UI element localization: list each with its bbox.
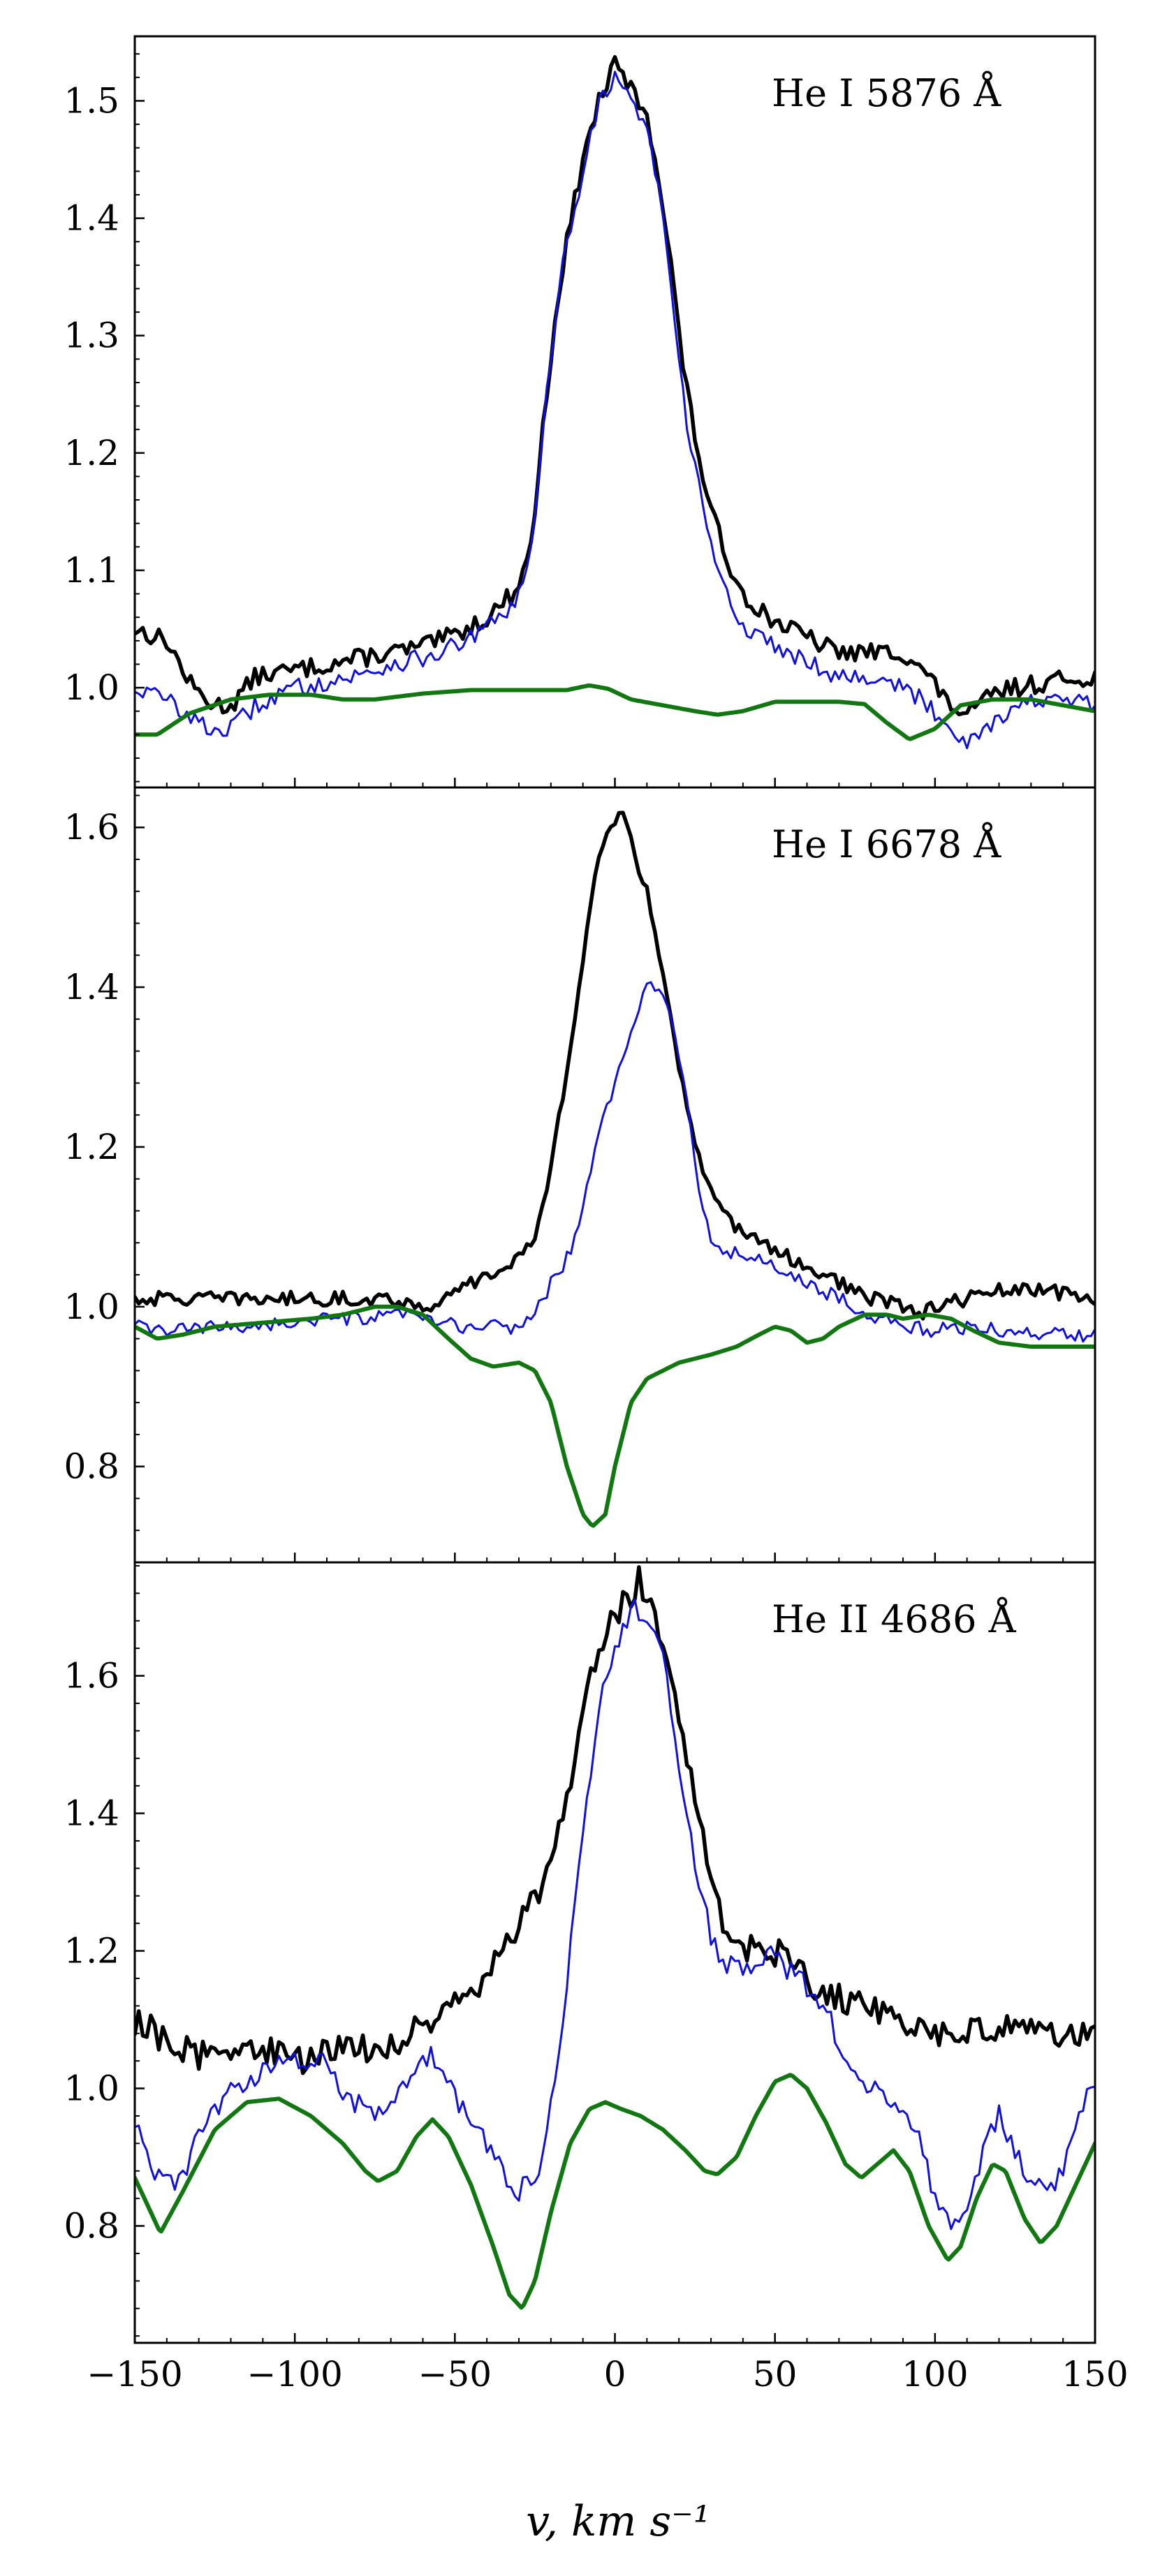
x-tick-label: 100 [902,2354,968,2394]
y-tick-label: 1.3 [64,316,119,356]
panel-he-i-5876: 1.0 1.1 1.2 1.3 1.4 1.5 He I 5876 Å [64,35,1096,789]
y-tick-label: 1.2 [64,1127,119,1167]
panel-label-4686: He II 4686 Å [772,1596,1017,1641]
y-tick-label: 0.8 [64,1446,119,1487]
panel-label-6678: He I 6678 Å [772,821,1001,866]
y-tick-label: 1.2 [64,1931,119,1971]
series-black-line [135,54,1095,717]
panel-frame [133,35,1096,789]
series-green-line [135,683,1095,741]
y-tick-label: 1.2 [64,433,119,473]
y-tick-label: 1.0 [64,667,119,708]
y-tick-label: 1.6 [64,1656,119,1696]
y-tick-label: 1.0 [64,2068,119,2109]
y-tick-label: 1.4 [64,198,119,239]
y-tick-label: 1.4 [64,967,119,1007]
y-tick-label: 1.5 [64,80,119,121]
y-tick-label: 1.1 [64,550,119,591]
x-tick-label: 50 [753,2354,798,2394]
series-blue-line [135,981,1095,1343]
panel-label-5876: He I 5876 Å [772,70,1001,115]
x-tick-label: −150 [87,2354,182,2394]
x-tick-label: 0 [604,2354,626,2394]
x-axis-label: v, km s⁻¹ [526,2497,710,2546]
y-tick-label: 1.4 [64,1793,119,1834]
panel-frame [133,786,1096,1564]
x-tick-label: −50 [418,2354,492,2394]
y-tick-label: 1.0 [64,1287,119,1327]
series-black-line [135,1565,1095,2075]
series-green-line [135,2073,1095,2310]
series-blue-line [135,1598,1095,2230]
series-blue-line [135,71,1095,750]
x-tick-label: −100 [247,2354,342,2394]
series-black-line [135,810,1095,1321]
y-tick-label: 1.6 [64,807,119,847]
panel-frame [133,1561,1096,2344]
y-tick-label: 0.8 [64,2206,119,2246]
series-green-line [135,1304,1095,1528]
panel-he-i-6678: 0.8 1.0 1.2 1.4 1.6 He I 6678 Å [64,786,1096,1564]
panel-he-ii-4686: 0.8 1.0 1.2 1.4 1.6 −150 −100 −50 0 50 100 150 He II… [64,1561,1129,2394]
x-tick-label: 150 [1062,2354,1128,2394]
